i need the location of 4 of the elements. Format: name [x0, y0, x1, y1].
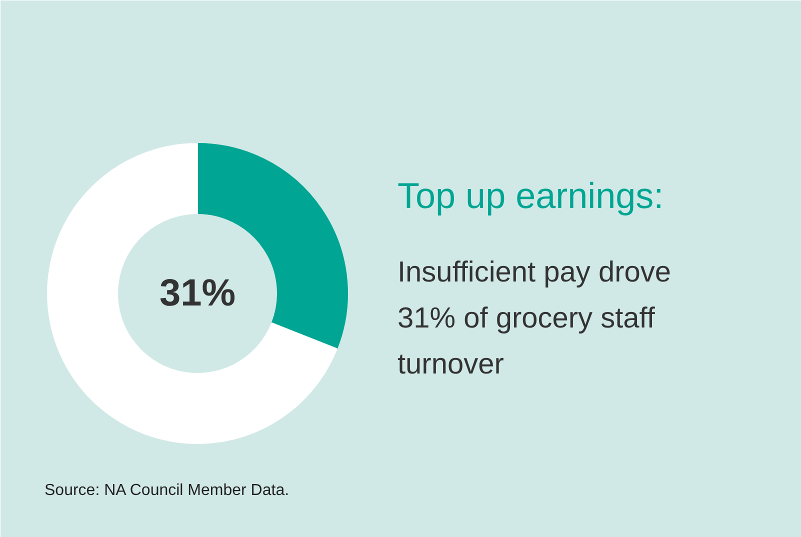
source-note: Source: NA Council Member Data. — [44, 482, 290, 499]
text: 31% — [159, 272, 236, 314]
text: Top up earnings: — [398, 175, 664, 216]
text: Insufficient pay drove 31% of grocery staff turnover — [398, 256, 672, 380]
